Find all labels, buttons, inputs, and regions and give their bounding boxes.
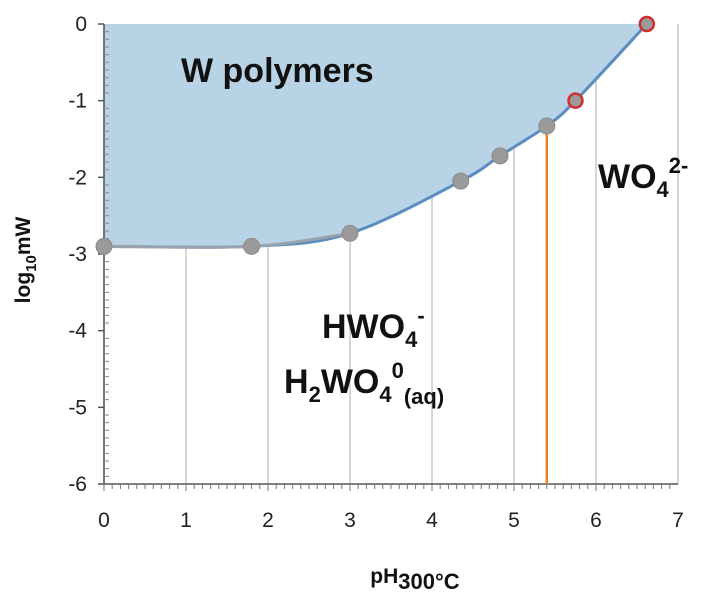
y-tick-label: 0 [75,13,87,36]
region-label-hwo4: HWO4- [322,303,425,352]
y-tick-label: -6 [68,473,87,496]
y-axis-title: log10mW [12,216,40,303]
region-label-h2wo4-aq: H2WO40(aq) [284,358,444,409]
x-tick-label: 3 [344,509,356,532]
data-point-5 [538,117,556,135]
x-tick-label: 5 [508,509,520,532]
data-point-6 [567,92,584,109]
polymer-region-fill [104,24,647,248]
y-tick-label: -3 [68,243,87,266]
data-point-4 [491,147,509,165]
y-tick-label: -4 [68,320,87,343]
y-tick-label: -2 [68,166,87,189]
region-label-w-polymers: W polymers [181,52,374,90]
data-point-3 [452,172,470,190]
boundary-points [95,15,656,255]
y-tick-label: -1 [68,90,87,113]
data-point-1 [243,237,261,255]
x-axis-title: pH300°C [370,565,460,593]
x-tick-label: 4 [426,509,438,532]
data-point-2 [341,224,359,242]
x-tick-label: 7 [672,509,684,532]
tick-labels: 0 1 2 3 4 5 6 7 0 -1 -2 -3 -4 -5 -6 [68,13,684,532]
y-tick-label: -5 [68,396,87,419]
x-tick-label: 6 [590,509,602,532]
x-tick-label: 1 [180,509,192,532]
x-tick-label: 0 [98,509,110,532]
data-point-0 [95,237,113,255]
data-point-7 [638,15,656,33]
x-tick-label: 2 [262,509,274,532]
region-label-wo4: WO42- [598,153,688,202]
